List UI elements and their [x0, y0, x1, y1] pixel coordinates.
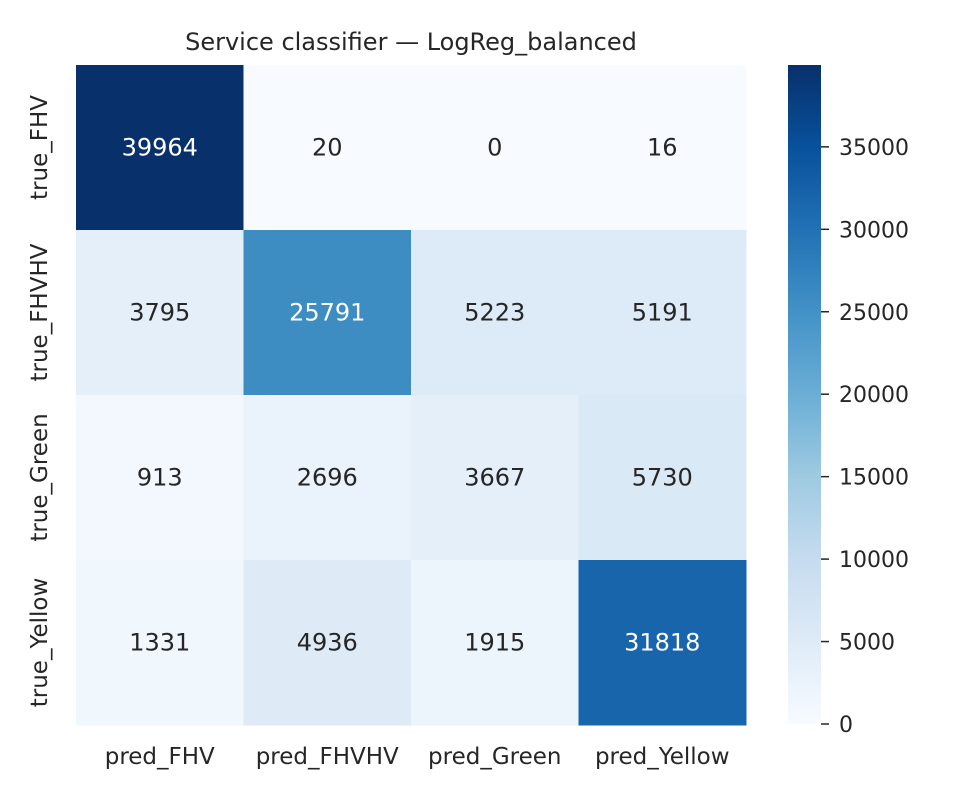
cell-value-label: 31818	[624, 629, 700, 657]
heatmap-cell	[411, 230, 579, 396]
heatmap-cell-labels: 39964 20 0 16 3795 25791 5223 5191 913 2696 3667 57…	[122, 134, 701, 657]
row-label: true_FHVHV	[27, 243, 53, 381]
row-label: true_Yellow	[27, 578, 53, 708]
heatmap-cell	[76, 65, 244, 231]
heatmap-cell	[243, 395, 412, 561]
column-labels: pred_FHV pred_FHVHV pred_Green pred_Yellow	[105, 744, 730, 770]
heatmap-cell	[243, 65, 412, 231]
heatmap-cell	[411, 65, 579, 231]
cell-value-label: 5730	[632, 464, 693, 492]
cell-value-label: 2696	[297, 464, 358, 492]
heatmap-cell	[243, 230, 412, 396]
column-label: pred_FHV	[105, 744, 215, 770]
row-label: true_Green	[27, 413, 53, 541]
colorbar-tick-label: 10000	[839, 548, 909, 573]
chart-title: Service classifier — LogReg_balanced	[185, 28, 637, 56]
column-label: pred_Yellow	[595, 744, 730, 770]
cell-value-label: 25791	[289, 299, 365, 327]
cell-value-label: 16	[647, 134, 678, 162]
colorbar-tick-label: 5000	[839, 631, 895, 656]
row-labels: true_FHV true_FHVHV true_Green true_Yellow	[27, 95, 53, 707]
colorbar-tick-label: 15000	[839, 466, 909, 491]
cell-value-label: 0	[487, 134, 502, 162]
cell-value-label: 3667	[464, 464, 525, 492]
cell-value-label: 3795	[129, 299, 190, 327]
column-label: pred_Green	[428, 744, 561, 770]
heatmap-cell	[76, 395, 244, 561]
heatmap-cell	[76, 560, 244, 726]
colorbar	[788, 65, 821, 724]
heatmap-cell	[411, 560, 579, 726]
heatmap-cell	[76, 230, 244, 396]
colorbar-tick-label: 25000	[839, 301, 909, 326]
cell-value-label: 5223	[464, 299, 525, 327]
cell-value-label: 39964	[122, 134, 198, 162]
heatmap-cell	[578, 560, 747, 726]
colorbar-tick-label: 35000	[839, 136, 909, 161]
cell-value-label: 1331	[129, 629, 190, 657]
row-label: true_FHV	[27, 95, 53, 200]
cell-value-label: 913	[137, 464, 183, 492]
heatmap-cell	[578, 395, 747, 561]
column-label: pred_FHVHV	[256, 744, 399, 770]
cell-value-label: 4936	[297, 629, 358, 657]
heatmap-cell	[411, 395, 579, 561]
colorbar-ticks: 0 5000 10000 15000 20000 25000 30000 35000	[821, 136, 909, 738]
cell-value-label: 20	[312, 134, 343, 162]
colorbar-tick-label: 30000	[839, 218, 909, 243]
heatmap-cell	[243, 560, 412, 726]
colorbar-tick-label: 20000	[839, 383, 909, 408]
cell-value-label: 1915	[464, 629, 525, 657]
heatmap-cells	[76, 65, 747, 726]
colorbar-tick-label: 0	[839, 713, 853, 738]
heatmap-cell	[578, 65, 747, 231]
heatmap-cell	[578, 230, 747, 396]
cell-value-label: 5191	[632, 299, 693, 327]
